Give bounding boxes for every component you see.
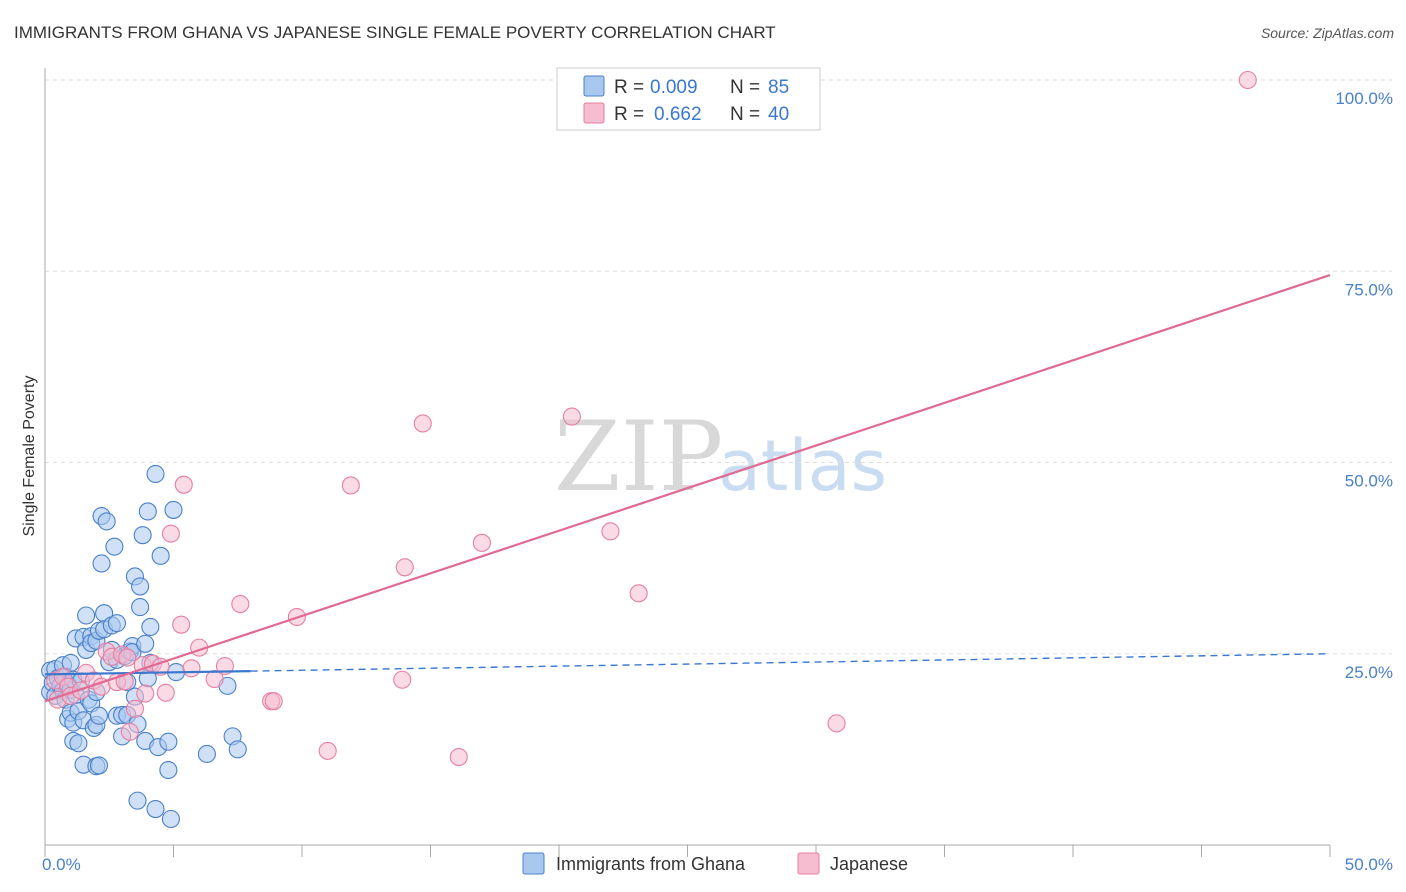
data-point-japanese <box>182 659 201 678</box>
data-point-japanese <box>827 714 846 733</box>
data-point-japanese <box>472 533 491 552</box>
data-point-ghana <box>69 734 88 753</box>
data-point-ghana <box>92 554 111 573</box>
trend-line-ghana-extension <box>250 653 1331 672</box>
watermark: ZIP atlas <box>554 401 887 513</box>
data-point-ghana <box>164 500 183 519</box>
data-point-ghana <box>197 744 216 764</box>
data-point-ghana <box>146 464 165 484</box>
series-immigrants-from-ghana <box>41 464 247 829</box>
data-point-ghana <box>89 756 109 775</box>
tick-labels: 25.0% 50.0% 75.0% 100.0% 0.0% 50.0% <box>42 89 1393 874</box>
x-tick-label: 50.0% <box>1345 855 1393 874</box>
legend-r-label-ghana: R = <box>614 77 644 98</box>
data-point-japanese <box>172 615 191 634</box>
data-point-ghana <box>136 634 155 653</box>
data-point-japanese <box>264 692 283 711</box>
trend-line-japanese <box>44 274 1331 703</box>
legend-r-value-japanese: 0.662 <box>654 104 702 125</box>
bottom-legend-label-ghana: Immigrants from Ghana <box>556 854 746 874</box>
data-point-ghana <box>159 760 178 780</box>
data-point-japanese <box>318 741 337 760</box>
data-point-japanese <box>120 722 139 741</box>
data-point-japanese <box>118 648 137 667</box>
data-point-ghana <box>161 809 180 829</box>
data-point-japanese <box>1238 70 1257 90</box>
data-point-japanese <box>395 558 414 577</box>
y-axis-label: Single Female Poverty <box>21 376 38 537</box>
data-point-japanese <box>562 407 581 426</box>
chart-title: IMMIGRANTS FROM GHANA VS JAPANESE SINGLE… <box>14 23 776 42</box>
data-point-ghana <box>141 617 160 637</box>
legend-swatch-japanese <box>583 102 605 124</box>
legend-swatch-ghana <box>583 75 605 97</box>
data-point-japanese <box>125 699 144 718</box>
y-tick-label: 25.0% <box>1345 663 1393 682</box>
trend-line-ghana <box>44 670 251 676</box>
data-point-japanese <box>601 522 620 541</box>
data-point-japanese <box>393 670 412 689</box>
data-point-japanese <box>205 669 224 689</box>
watermark-zip: ZIP <box>554 401 723 513</box>
data-point-ghana <box>107 614 127 633</box>
data-point-japanese <box>231 594 250 614</box>
data-point-ghana <box>97 512 116 531</box>
series-legend: Immigrants from Ghana Japanese <box>522 852 908 875</box>
y-tick-label: 50.0% <box>1345 472 1393 491</box>
data-point-ghana <box>131 577 150 596</box>
watermark-atlas: atlas <box>718 425 887 507</box>
data-point-ghana <box>159 732 178 751</box>
data-point-ghana <box>133 526 152 545</box>
trend-lines <box>44 274 1331 703</box>
legend-n-value-ghana: 85 <box>768 77 789 98</box>
data-point-japanese <box>136 684 155 703</box>
bottom-legend-swatch-japanese <box>797 852 820 875</box>
bottom-legend-swatch-ghana <box>522 852 545 875</box>
legend-n-value-japanese: 40 <box>768 104 789 125</box>
data-point-japanese <box>413 414 432 433</box>
stats-legend: R = 0.009 N = 85 R = 0.662 N = 40 <box>556 67 821 131</box>
data-point-japanese <box>449 747 468 767</box>
y-tick-label: 100.0% <box>1335 89 1393 108</box>
bottom-legend-label-japanese: Japanese <box>830 854 908 874</box>
data-point-japanese <box>174 475 193 494</box>
data-point-ghana <box>77 606 96 625</box>
data-point-japanese <box>215 656 234 676</box>
data-point-ghana <box>128 791 147 810</box>
data-point-ghana <box>146 799 165 819</box>
data-point-japanese <box>156 683 175 702</box>
data-point-japanese <box>71 681 91 700</box>
data-point-ghana <box>151 546 170 565</box>
y-tick-label: 75.0% <box>1345 280 1393 299</box>
legend-n-label-japanese: N = <box>730 104 760 125</box>
legend-r-value-ghana: 0.009 <box>650 77 698 98</box>
gridlines <box>45 79 1392 655</box>
data-point-japanese <box>341 476 360 495</box>
legend-n-label-ghana: N = <box>730 77 760 98</box>
data-point-ghana <box>228 740 247 759</box>
axes <box>44 68 1331 857</box>
data-point-ghana <box>89 706 109 725</box>
legend-r-label-japanese: R = <box>614 104 644 125</box>
x-tick-label: 0.0% <box>42 855 81 874</box>
data-point-ghana <box>131 598 150 617</box>
data-point-japanese <box>629 584 648 603</box>
data-point-ghana <box>138 502 157 521</box>
data-point-ghana <box>105 537 124 556</box>
chart-source: Source: ZipAtlas.com <box>1261 25 1394 41</box>
data-point-japanese <box>161 524 180 543</box>
